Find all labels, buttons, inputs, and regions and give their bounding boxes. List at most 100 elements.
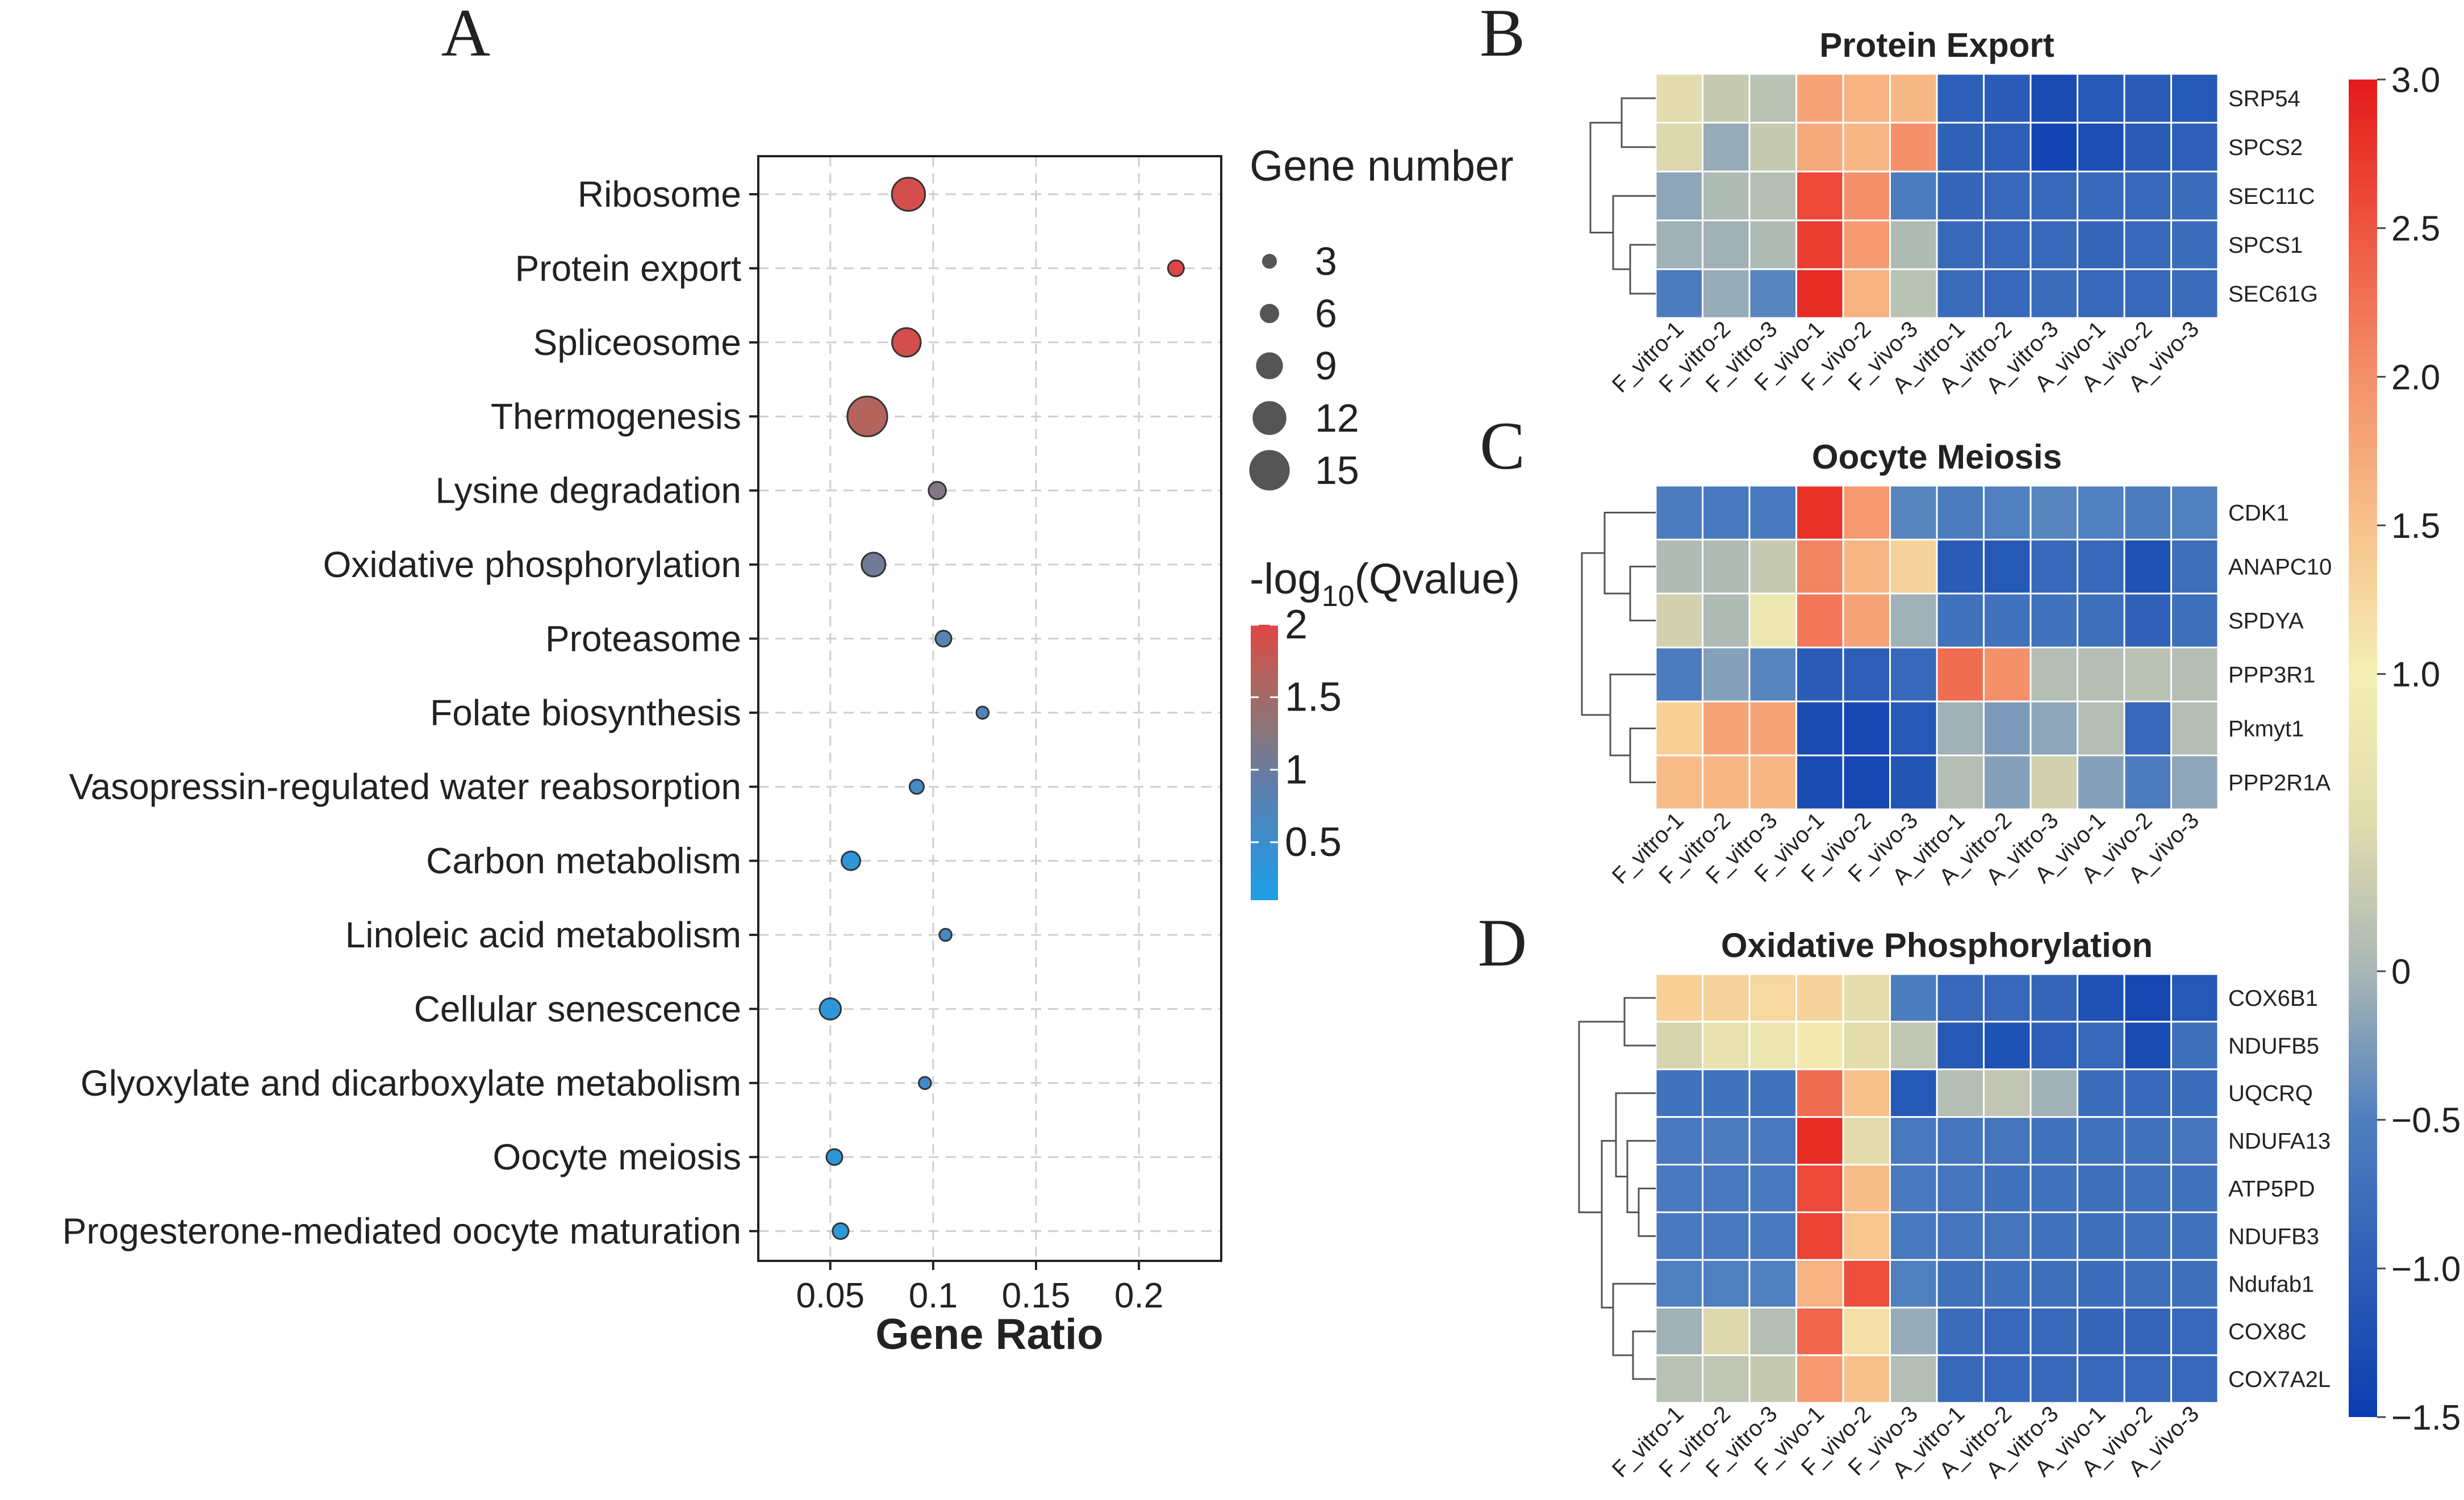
category-label: Ribosome <box>578 174 741 215</box>
heatmap-cell <box>2029 592 2078 649</box>
heatmap-cell <box>2170 592 2219 649</box>
heatmap-cell <box>2170 219 2219 270</box>
heatmap-cell <box>1936 1116 1985 1166</box>
panel-letter-d: D <box>1478 905 1527 980</box>
heatmap-cell <box>1936 1211 1985 1261</box>
heatmap-cell <box>1748 538 1797 595</box>
heatmap-cell <box>1889 1164 1938 1213</box>
colorbar-tick-label: −1.0 <box>2391 1250 2461 1289</box>
panel-letter-a: A <box>441 0 491 70</box>
heatmap-cell <box>1936 484 1985 541</box>
color-legend-tick-label: 1 <box>1285 747 1308 792</box>
heatmap-cell <box>1702 973 1751 1023</box>
heatmap-cell <box>2077 538 2125 595</box>
heatmap-cell <box>2077 170 2125 222</box>
heatmap-cell <box>1936 646 1985 703</box>
heatmap-cell <box>1795 973 1844 1023</box>
heatmap-cell <box>2029 700 2078 757</box>
size-legend-label: 6 <box>1315 291 1337 336</box>
heatmap-cell <box>2077 700 2125 757</box>
heatmap-cell <box>1795 646 1844 703</box>
heatmap-cell <box>1889 973 1938 1023</box>
dot-point <box>928 480 947 500</box>
heatmap-cell <box>2123 1068 2172 1118</box>
heatmap-cell <box>2170 1021 2219 1071</box>
size-legend-dot <box>1252 401 1287 435</box>
heatmap-cell <box>1983 73 2032 124</box>
heatmap-cell <box>1702 219 1751 270</box>
size-legend-dot <box>1249 450 1290 491</box>
heatmap-cell <box>2170 538 2219 595</box>
heatmap-cell <box>1936 1164 1985 1213</box>
heatmap-cell <box>1889 700 1938 757</box>
category-label: Oxidative phosphorylation <box>323 544 741 585</box>
color-legend-tick-label: 2 <box>1285 602 1308 647</box>
x-tick-label: 0.1 <box>909 1276 958 1315</box>
heatmap-cell <box>1842 754 1891 810</box>
heatmap-cell <box>2123 1211 2172 1261</box>
heatmap-cell <box>1795 484 1844 541</box>
heatmap-cell <box>1748 1211 1797 1261</box>
heatmap-cell <box>1795 73 1844 124</box>
heatmap-cell <box>1983 1164 2032 1213</box>
category-label: Spliceosome <box>533 322 741 363</box>
heatmap-cell <box>1842 1259 1891 1309</box>
dot-point <box>938 927 953 942</box>
heatmap-cell <box>2170 700 2219 757</box>
heatmap-cell <box>1655 268 1703 319</box>
heatmap-row-label: Ndufab1 <box>2228 1272 2314 1297</box>
size-legend-title: Gene number <box>1250 142 1514 190</box>
heatmap-row-label: PPP2R1A <box>2228 771 2331 796</box>
heatmap-cell <box>1842 592 1891 649</box>
heatmap-cell <box>1936 1021 1985 1071</box>
heatmap-cell <box>1983 973 2032 1023</box>
heatmap-cell <box>2123 973 2172 1023</box>
category-label: Oocyte meiosis <box>493 1137 741 1177</box>
heatmap-row-label: SPCS1 <box>2228 233 2303 258</box>
heatmap-cell <box>2170 73 2219 124</box>
heatmap-cell <box>1983 1259 2032 1309</box>
heatmap-cell <box>1748 73 1797 124</box>
heatmap-cell <box>1702 1354 1751 1404</box>
heatmap-cell <box>1748 1021 1797 1071</box>
category-label: Protein export <box>515 248 742 289</box>
heatmap-cell <box>1702 484 1751 541</box>
heatmap-cell <box>2123 754 2172 810</box>
heatmap-cell <box>2029 219 2078 270</box>
heatmap-cell <box>1842 1021 1891 1071</box>
heatmap-cell <box>1795 754 1844 810</box>
heatmap-cell <box>2077 646 2125 703</box>
heatmap-cell <box>2123 122 2172 173</box>
heatmap-cell <box>1655 646 1703 703</box>
size-legend: Gene number 3 6 9 12 15 <box>1249 142 1514 492</box>
heatmap-cell <box>1702 73 1751 124</box>
dot-point <box>846 395 888 437</box>
heatmap-cell <box>1655 1068 1703 1118</box>
heatmap-cell <box>1655 1211 1703 1261</box>
colorbar-tick-label: 3.0 <box>2391 61 2440 100</box>
size-legend-entries: 3 6 9 12 15 <box>1249 239 1359 492</box>
color-legend-ticks: 2 1.5 1 0.5 <box>1251 602 1342 865</box>
heatmap-cell <box>1889 1211 1938 1261</box>
heatmap-cell <box>1983 538 2032 595</box>
heatmap-cell <box>1842 170 1891 222</box>
heatmap-row-label: NDUFB3 <box>2228 1224 2319 1249</box>
heatmap-cell <box>1842 1164 1891 1213</box>
heatmap-cell <box>1842 1068 1891 1118</box>
heatmap-cell <box>2077 973 2125 1023</box>
dendrogram-branch <box>1612 1282 1656 1356</box>
heatmap-cell <box>1702 1068 1751 1118</box>
heatmap-colorbar-bar <box>2349 80 2377 1417</box>
heatmap-title: Protein Export <box>1819 26 2054 64</box>
heatmap-cell <box>1889 646 1938 703</box>
heatmap-cell <box>1889 268 1938 319</box>
heatmap-cell <box>1702 1211 1751 1261</box>
heatmap-cell <box>1702 1116 1751 1166</box>
dot-point <box>891 327 922 358</box>
heatmap-cell <box>1655 219 1703 270</box>
heatmap-row-label: COX7A2L <box>2228 1367 2331 1392</box>
heatmap-cell <box>1795 1068 1844 1118</box>
heatmap-cell <box>2170 754 2219 810</box>
heatmap-cell <box>1983 754 2032 810</box>
heatmap-cell <box>2123 646 2172 703</box>
